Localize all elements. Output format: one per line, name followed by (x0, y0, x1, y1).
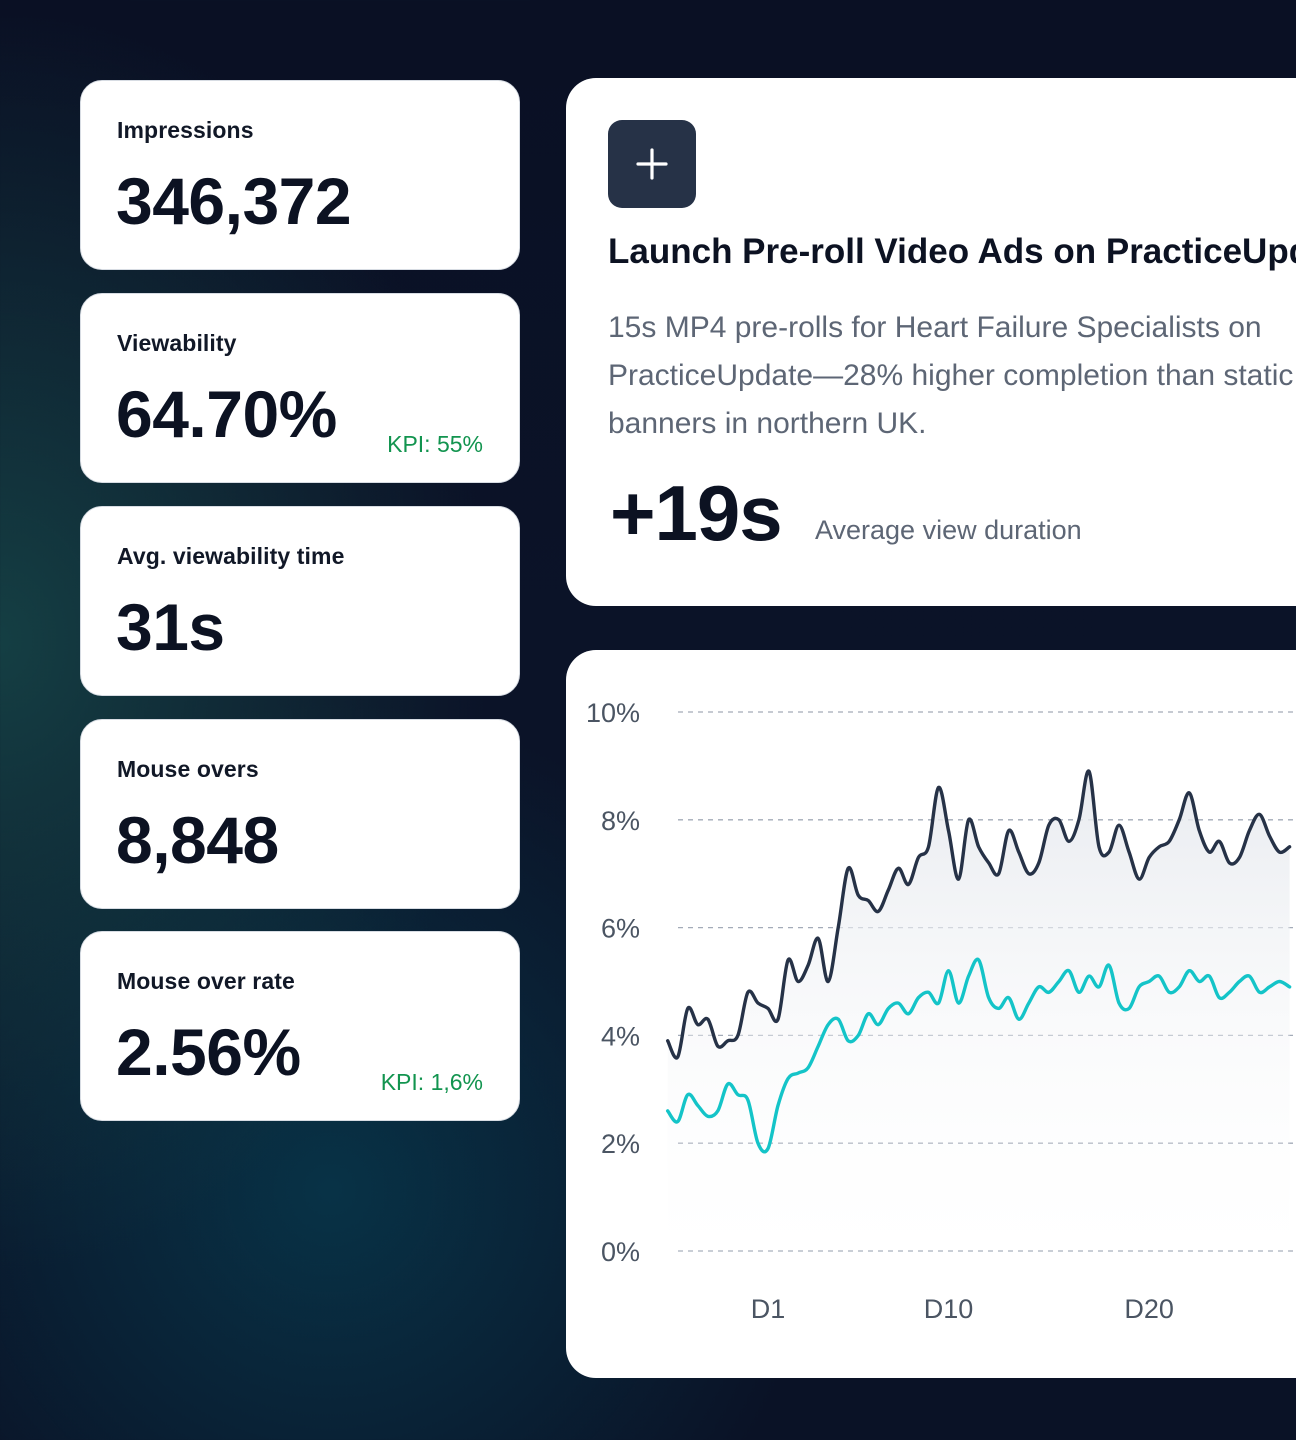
stat-label: Impressions (117, 117, 254, 143)
line-chart: 0%2%4%6%8%10%D1D10D20D30 (586, 698, 1296, 1324)
y-tick-label: 2% (601, 1129, 640, 1159)
series-line-series-b (666, 957, 1292, 1154)
series-line-series-a (666, 769, 1292, 1060)
kpi-badge: KPI: 1,6% (380, 1069, 483, 1095)
metric-value: +19s (610, 469, 783, 557)
stat-label: Mouse over rate (117, 968, 295, 994)
stat-value: 2.56% (116, 1015, 301, 1089)
plus-icon (636, 148, 668, 180)
stat-card-mouse-over-rate: Mouse over rate 2.56% KPI: 1,6% (80, 931, 520, 1121)
series-area-fill (667, 770, 1290, 1291)
recommendation-title: Launch Pre-roll Video Ads on PracticeUpd… (608, 232, 1296, 271)
x-tick-label: D1 (751, 1294, 786, 1324)
y-tick-label: 10% (586, 698, 640, 728)
y-tick-label: 0% (601, 1237, 640, 1267)
kpi-badge: KPI: 55% (387, 431, 483, 457)
add-button[interactable] (608, 120, 696, 208)
stat-label: Viewability (117, 330, 237, 356)
stat-card-avg-viewability-time: Avg. viewability time 31s (80, 506, 520, 696)
y-tick-label: 6% (601, 914, 640, 944)
line-chart-card: 0%2%4%6%8%10%D1D10D20D30 (566, 650, 1296, 1378)
x-tick-label: D20 (1124, 1294, 1174, 1324)
x-tick-label: D10 (924, 1294, 974, 1324)
stat-value: 8,848 (116, 803, 279, 877)
y-tick-label: 4% (601, 1021, 640, 1051)
stat-card-viewability: Viewability 64.70% KPI: 55% (80, 293, 520, 483)
stat-card-impressions: Impressions 346,372 (80, 80, 520, 270)
stat-value: 346,372 (116, 164, 352, 238)
recommendation-description: 15s MP4 pre-rolls for Heart Failure Spec… (608, 311, 1294, 440)
stat-label: Mouse overs (117, 756, 259, 782)
stat-value: 31s (116, 590, 225, 664)
stat-label: Avg. viewability time (117, 543, 345, 569)
stat-value: 64.70% (116, 377, 337, 451)
y-tick-label: 8% (601, 806, 640, 836)
stat-card-mouse-overs: Mouse overs 8,848 (80, 719, 520, 909)
recommendation-card: Launch Pre-roll Video Ads on PracticeUpd… (566, 78, 1296, 606)
metric-label: Average view duration (815, 515, 1082, 545)
